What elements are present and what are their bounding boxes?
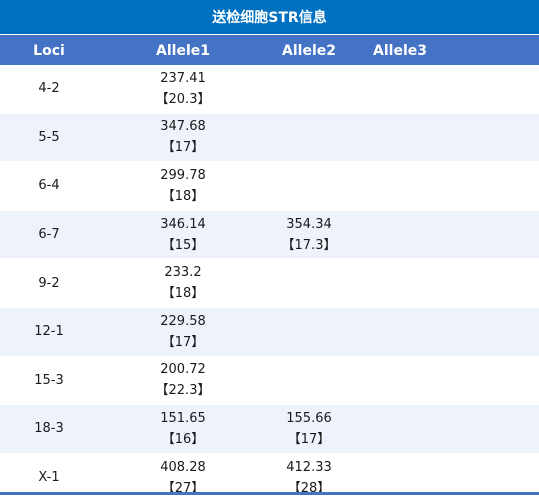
allele1-size: 299.78 <box>160 167 206 183</box>
allele2-size: 354.34 <box>286 216 332 232</box>
allele1-call: 【18】 <box>161 188 205 204</box>
allele1-size: 229.58 <box>160 313 206 329</box>
allele1-cell: 299.78 【18】 <box>98 165 268 207</box>
allele1-cell: 151.65 【16】 <box>98 408 268 450</box>
table-row: 5-5 347.68 【17】 <box>0 113 539 163</box>
allele2-call: 【17】 <box>287 431 331 447</box>
table-body: 4-2 237.41 【20.3】 5-5 347.68 【17】 <box>0 65 539 502</box>
table-row: 9-2 233.2 【18】 <box>0 259 539 308</box>
loci-cell: 15-3 <box>34 372 64 388</box>
table-header-row: Loci Allele1 Allele2 Allele3 <box>0 35 539 66</box>
allele1-call: 【20.3】 <box>155 91 211 107</box>
allele2-call: 【17.3】 <box>281 237 337 253</box>
table-row: 6-4 299.78 【18】 <box>0 162 539 211</box>
table-row: 12-1 229.58 【17】 <box>0 307 539 357</box>
allele1-cell: 346.14 【15】 <box>98 214 268 256</box>
allele2-call: 【28】 <box>287 480 331 496</box>
allele1-call: 【17】 <box>161 140 205 156</box>
allele1-call: 【18】 <box>161 286 205 302</box>
table-bottom-border <box>0 492 539 495</box>
header-allele2: Allele2 <box>282 42 336 59</box>
loci-cell: X-1 <box>38 470 60 486</box>
allele1-call: 【22.3】 <box>155 383 211 399</box>
allele1-cell: 233.2 【18】 <box>98 262 268 304</box>
allele1-size: 347.68 <box>160 119 206 135</box>
allele1-size: 200.72 <box>160 362 206 378</box>
header-loci: Loci <box>33 42 65 59</box>
loci-cell: 6-7 <box>38 227 60 243</box>
allele2-cell: 412.33 【28】 <box>268 457 350 499</box>
allele1-size: 346.14 <box>160 216 206 232</box>
loci-cell: 6-4 <box>38 178 60 194</box>
allele1-cell: 237.41 【20.3】 <box>98 68 268 110</box>
allele1-size: 151.65 <box>160 410 206 426</box>
allele1-cell: 408.28 【27】 <box>98 457 268 499</box>
allele1-cell: 200.72 【22.3】 <box>98 359 268 401</box>
allele1-size: 233.2 <box>164 265 202 281</box>
allele1-cell: 347.68 【17】 <box>98 116 268 158</box>
allele1-call: 【17】 <box>161 334 205 350</box>
allele1-size: 237.41 <box>160 70 206 86</box>
allele2-cell: 155.66 【17】 <box>268 408 350 450</box>
allele2-size: 155.66 <box>286 410 332 426</box>
loci-cell: 5-5 <box>38 129 60 145</box>
table-row: 6-7 346.14 【15】 354.34 【17.3】 <box>0 210 539 260</box>
table-row: 4-2 237.41 【20.3】 <box>0 65 539 114</box>
allele1-call: 【27】 <box>161 480 205 496</box>
allele2-size: 412.33 <box>286 459 332 475</box>
allele1-call: 【16】 <box>161 431 205 447</box>
allele1-size: 408.28 <box>160 459 206 475</box>
loci-cell: 9-2 <box>38 275 60 291</box>
allele1-cell: 229.58 【17】 <box>98 311 268 353</box>
loci-cell: 12-1 <box>34 324 64 340</box>
loci-cell: 18-3 <box>34 421 64 437</box>
header-allele3: Allele3 <box>373 42 427 59</box>
header-allele1: Allele1 <box>156 42 210 59</box>
table-row: 18-3 151.65 【16】 155.66 【17】 <box>0 405 539 454</box>
table-row: 15-3 200.72 【22.3】 <box>0 356 539 406</box>
table-title: 送检细胞STR信息 <box>0 0 539 35</box>
allele1-call: 【15】 <box>161 237 205 253</box>
loci-cell: 4-2 <box>38 81 60 97</box>
allele2-cell: 354.34 【17.3】 <box>268 214 350 256</box>
